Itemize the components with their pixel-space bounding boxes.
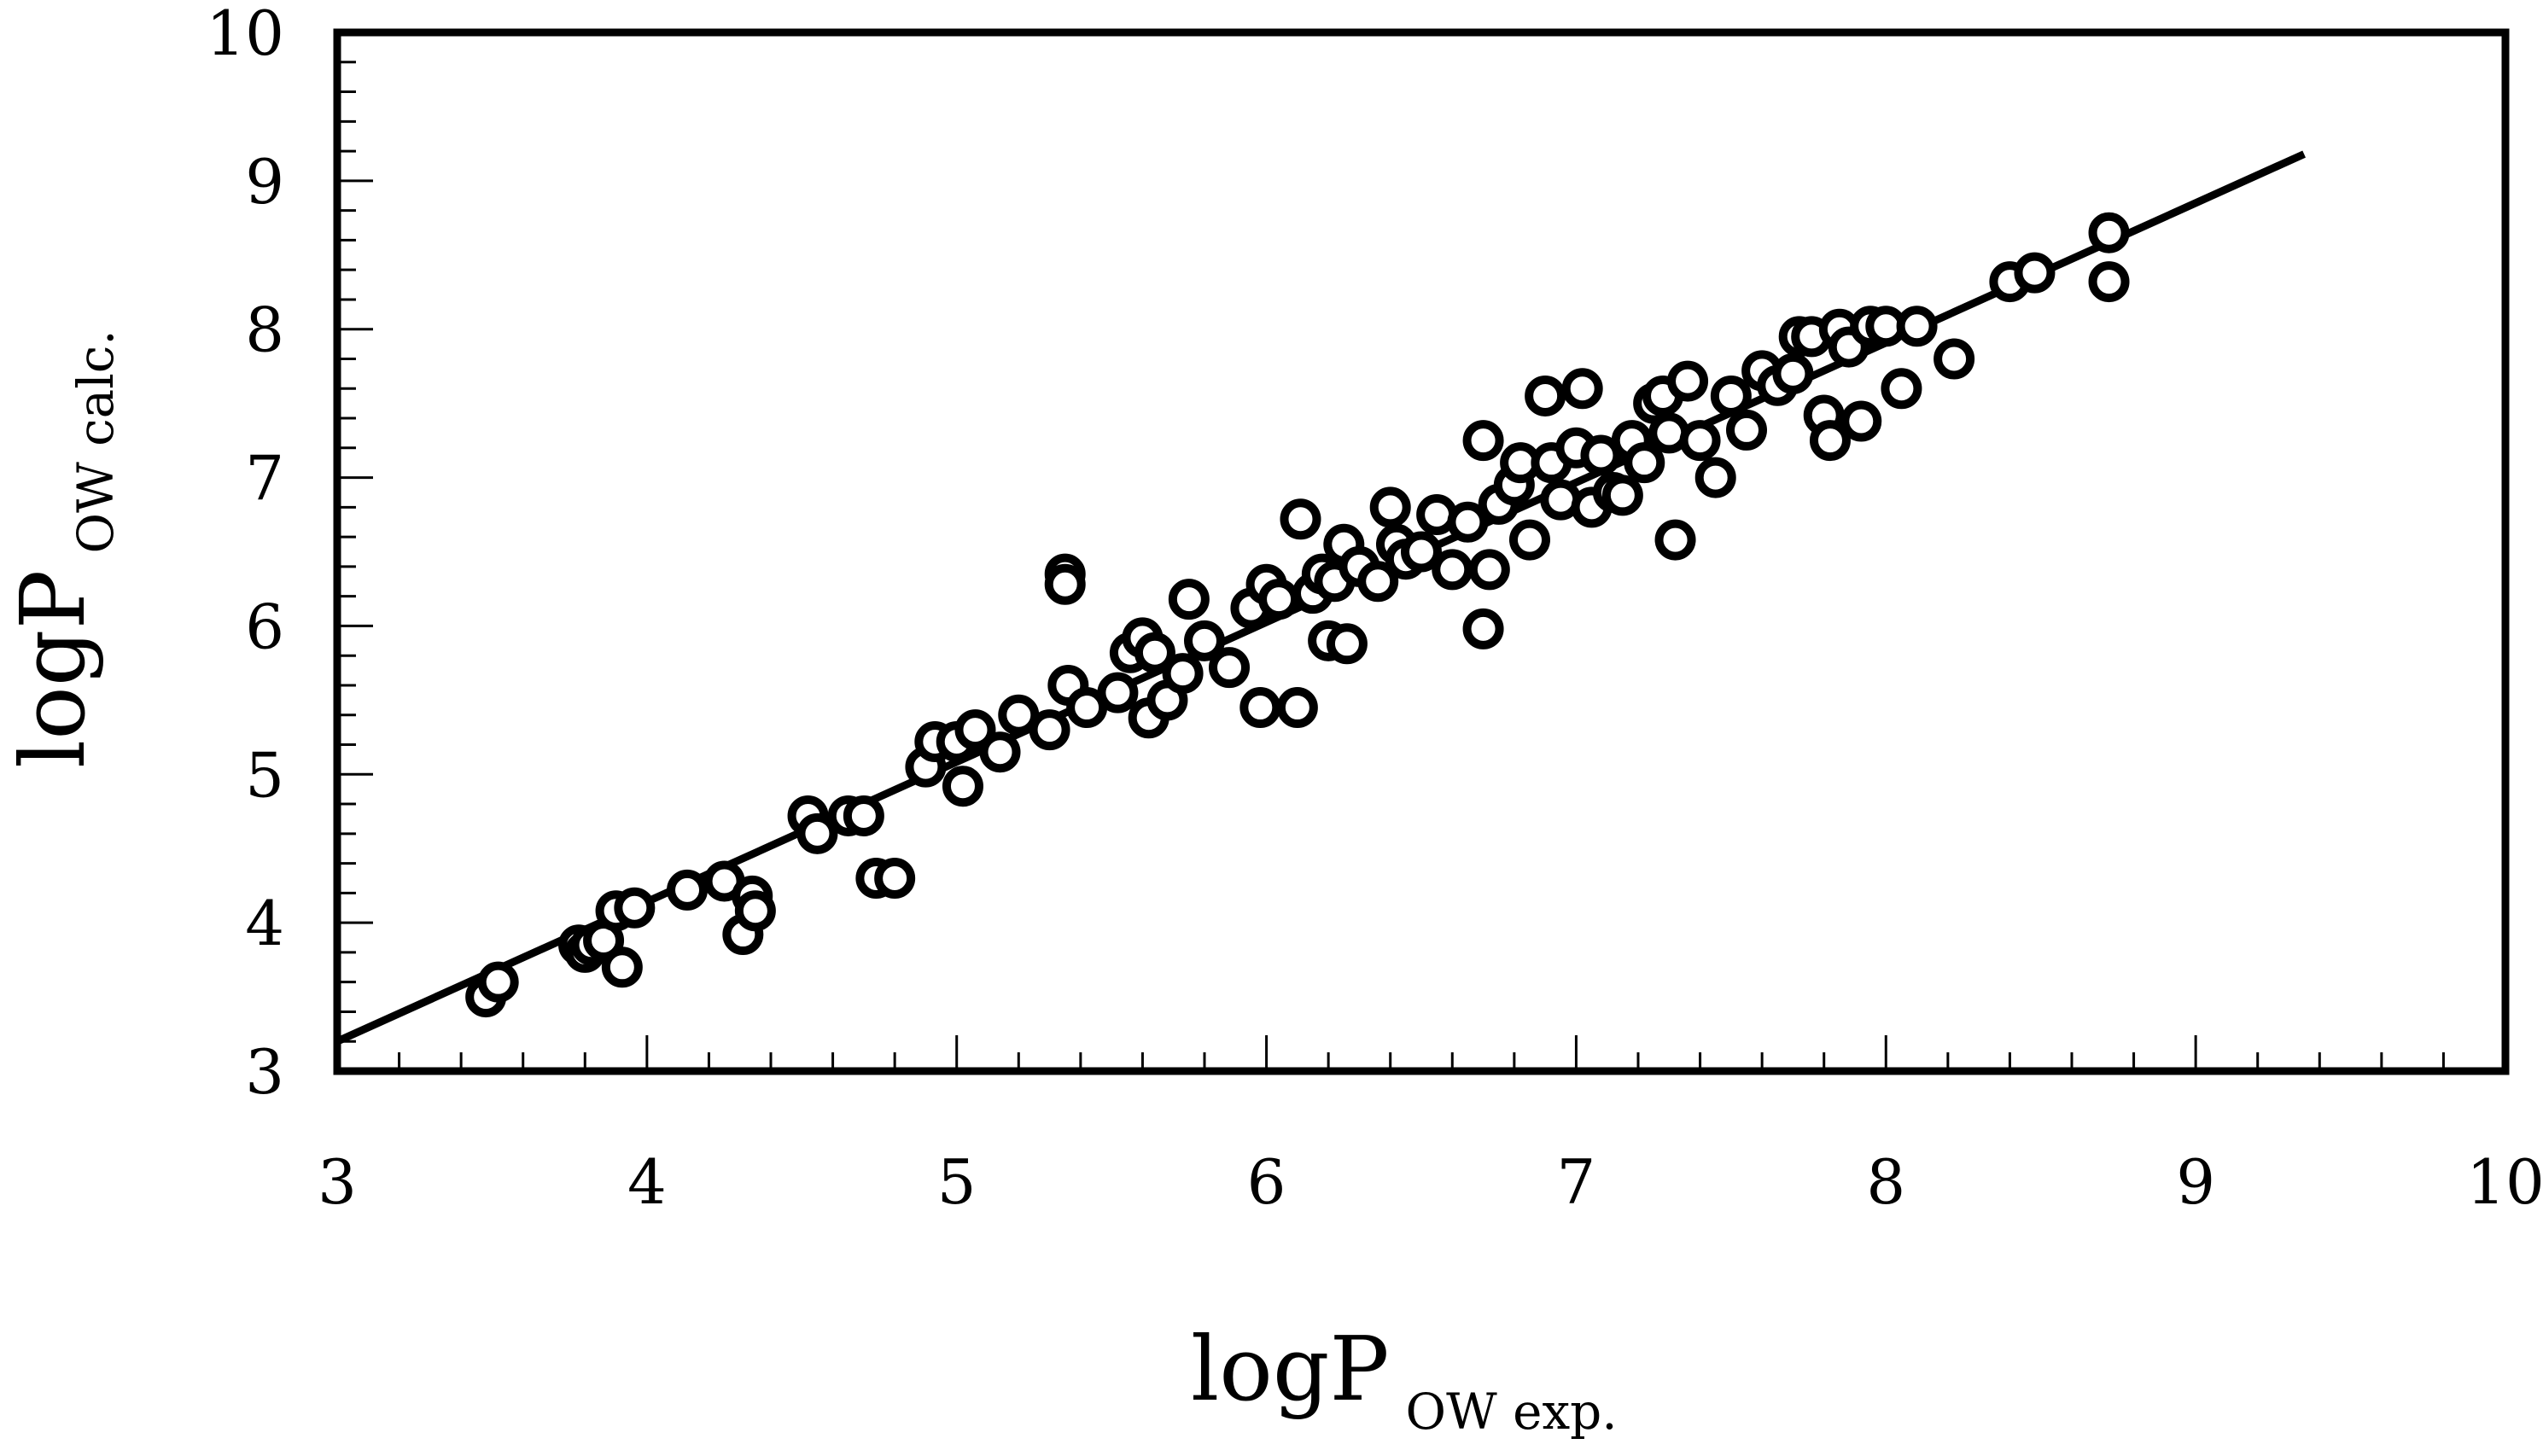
data-point [1654, 519, 1696, 561]
x-tick-label: 3 [318, 1146, 357, 1218]
data-points [465, 212, 2130, 1018]
plot-frame [333, 28, 2510, 1075]
data-point [1239, 687, 1281, 729]
data-point [1258, 579, 1300, 620]
data-point [1168, 579, 1210, 620]
axis-ticks [337, 61, 2445, 1071]
data-point [942, 766, 983, 807]
x-tick-label: 5 [937, 1146, 977, 1218]
data-point [1044, 563, 1086, 605]
x-axis-label: logP OW exp. [1191, 1317, 1618, 1441]
data-point [2014, 252, 2056, 294]
y-tick-label: 4 [245, 888, 284, 959]
y-axis-label: logP OW calc. [1, 329, 125, 768]
data-point [1726, 409, 1767, 451]
data-point [601, 946, 643, 988]
y-tick-label: 6 [245, 591, 284, 662]
data-point [1447, 501, 1489, 543]
data-point [734, 890, 776, 932]
y-tick-label: 5 [245, 739, 284, 811]
data-point [614, 887, 656, 929]
x-tick-label: 7 [1557, 1146, 1596, 1218]
data-point [954, 709, 996, 751]
data-point [1561, 368, 1603, 410]
data-point [1209, 647, 1251, 689]
x-tick-label: 10 [2466, 1146, 2543, 1218]
y-tick-label: 3 [245, 1036, 284, 1108]
x-axis-label-sub: OW exp. [1406, 1383, 1618, 1441]
x-tick-label: 8 [1866, 1146, 1905, 1218]
data-point [1667, 360, 1709, 402]
data-point [1029, 709, 1070, 751]
data-point [1276, 687, 1318, 729]
data-point [843, 795, 884, 836]
y-axis-label-main: logP [1, 570, 105, 768]
data-point [1772, 352, 1814, 394]
data-point [1066, 687, 1108, 729]
x-tick-label: 9 [2176, 1146, 2215, 1218]
x-tick-label: 6 [1247, 1146, 1286, 1218]
data-point [1134, 632, 1175, 673]
data-point [1509, 519, 1550, 561]
data-point [1580, 434, 1622, 476]
data-point [1896, 306, 1938, 347]
data-point [1809, 420, 1851, 462]
data-point [1432, 549, 1473, 591]
tick-labels: 3 4 5 6 7 8 9 10 3 4 5 6 7 8 9 10 [206, 0, 2543, 1218]
data-point [1710, 375, 1752, 416]
data-point [1679, 420, 1721, 462]
data-point [979, 731, 1021, 773]
y-tick-label: 8 [245, 294, 284, 366]
data-point [1184, 620, 1225, 661]
data-point [1462, 608, 1504, 649]
x-tick-label: 4 [627, 1146, 667, 1218]
data-point [796, 812, 838, 854]
y-tick-label: 9 [245, 146, 284, 218]
data-point [2088, 261, 2130, 303]
data-point [1624, 442, 1665, 484]
data-point [1097, 672, 1139, 713]
data-point [1162, 653, 1204, 695]
data-point [2088, 212, 2130, 253]
data-point [1369, 486, 1411, 528]
data-point [1326, 623, 1368, 665]
x-axis-label-main: logP [1191, 1317, 1389, 1421]
data-point [1357, 561, 1399, 603]
y-tick-label: 10 [206, 0, 284, 69]
data-point [1280, 498, 1321, 540]
data-point [998, 694, 1040, 736]
data-point [477, 961, 519, 1003]
data-point [667, 869, 709, 911]
data-point [874, 857, 916, 899]
data-point [1601, 475, 1643, 516]
data-point [1468, 549, 1510, 591]
data-point [1840, 400, 1882, 442]
data-point [1401, 531, 1442, 573]
data-point [1462, 420, 1504, 462]
data-point [1694, 457, 1736, 498]
data-point [1881, 368, 1922, 410]
data-point [1933, 338, 1975, 380]
y-tick-label: 7 [245, 443, 284, 515]
y-axis-label-sub: OW calc. [67, 329, 125, 553]
data-point [1525, 375, 1566, 416]
